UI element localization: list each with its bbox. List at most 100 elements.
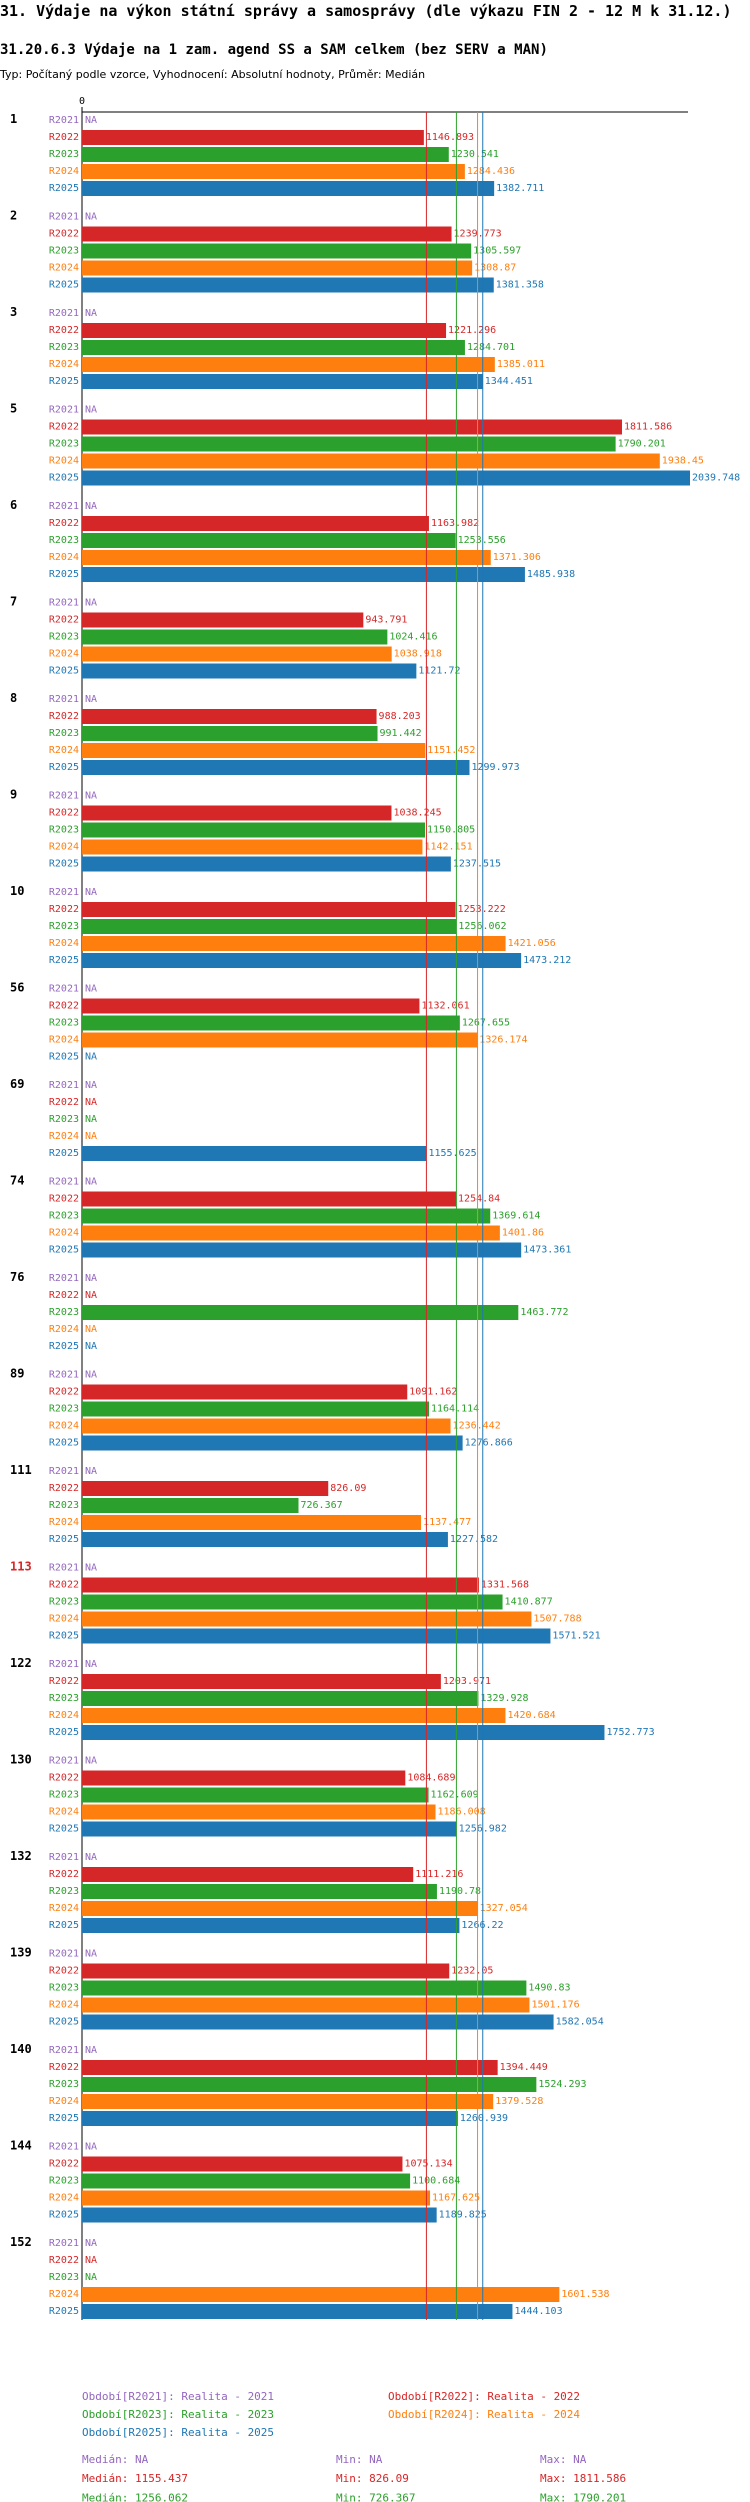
x-axis-tick-label: 0 [79,96,85,107]
series-row-label: R2021 [49,1080,79,1091]
na-value-label: NA [85,212,97,223]
series-row-label: R2022 [49,1483,79,1494]
data-bar [82,1032,478,1048]
na-value-label: NA [85,2045,97,2056]
data-bar [82,1146,427,1161]
data-bar [82,277,494,293]
category-label: 6 [10,498,17,512]
data-bar [82,567,525,582]
data-value-label: 1790.201 [618,439,666,450]
chart-type-line: Typ: Počítaný podle vzorce, Vyhodnocení:… [0,68,426,81]
series-row-label: R2023 [49,1018,79,1029]
data-bar [82,1577,479,1593]
na-value-label: NA [85,308,97,319]
data-value-label: 1381.358 [496,280,544,291]
data-value-label: 1371.306 [493,552,541,563]
na-value-label: NA [85,405,97,416]
legend-entry: Období[R2023]: Realita - 2023 [82,2408,274,2421]
series-row-label: R2025 [49,1727,79,1738]
series-row-label: R2022 [49,808,79,819]
data-bar [82,1901,478,1916]
data-value-label: 1254.84 [458,1194,500,1205]
data-value-label: 1253.556 [458,535,506,546]
data-value-label: 1155.625 [428,1148,476,1159]
series-row-label: R2025 [49,1824,79,1835]
data-bar [82,357,495,372]
stat-median: Medián: 1155.437 [82,2472,188,2485]
data-bar [82,516,429,531]
series-row-label: R2023 [49,1114,79,1125]
data-bar [82,1691,479,1706]
series-row-label: R2023 [49,921,79,932]
data-bar [82,1674,441,1689]
na-value-label: NA [85,1341,97,1352]
data-bar [82,1418,451,1434]
data-value-label: 1752.773 [606,1727,654,1738]
series-row-label: R2023 [49,2272,79,2283]
data-value-label: 1379.528 [495,2096,543,2107]
category-label: 8 [10,691,17,705]
data-bar [82,470,690,486]
series-row-label: R2022 [49,1773,79,1784]
category-label: 3 [10,305,17,319]
na-value-label: NA [85,2255,97,2266]
series-row-label: R2024 [49,1228,79,1239]
series-row-label: R2024 [49,2096,79,2107]
category-label: 9 [10,788,17,802]
data-value-label: 1524.293 [538,2079,586,2090]
series-row-label: R2025 [49,1148,79,1159]
data-value-label: 1024.416 [389,632,437,643]
na-value-label: NA [85,1177,97,1188]
category-label: 111 [10,1463,32,1477]
data-bar [82,663,417,679]
data-bar [82,226,452,242]
data-value-label: 1501.176 [531,2000,579,2011]
series-row-label: R2022 [49,1676,79,1687]
series-row-label: R2025 [49,1438,79,1449]
data-value-label: 1326.174 [479,1035,527,1046]
series-row-label: R2022 [49,615,79,626]
data-bar [82,533,456,548]
data-value-label: 1463.772 [520,1307,568,1318]
series-row-label: R2023 [49,1693,79,1704]
data-value-label: 1410.877 [505,1597,553,1608]
data-bar [82,1225,500,1241]
data-value-label: 1111.216 [415,1869,463,1880]
data-bar [82,998,420,1014]
series-row-label: R2021 [49,212,79,223]
data-bar [82,260,473,276]
data-bar [82,1481,329,1496]
category-label: 76 [10,1270,24,1284]
data-bar [82,726,378,741]
data-bar [82,646,392,662]
data-bar [82,2060,498,2075]
series-row-label: R2022 [49,518,79,529]
category-label: 69 [10,1077,24,1091]
series-row-label: R2023 [49,535,79,546]
data-value-label: 1163.982 [431,518,479,529]
category-label: 130 [10,1753,32,1767]
series-row-label: R2025 [49,2017,79,2028]
series-row-label: R2022 [49,2159,79,2170]
data-value-label: 1121.72 [418,666,460,677]
na-value-label: NA [85,1756,97,1767]
data-value-label: 1344.451 [485,376,533,387]
data-value-label: 1075.134 [404,2159,452,2170]
series-row-label: R2021 [49,2045,79,2056]
series-row-label: R2024 [49,938,79,949]
category-label: 89 [10,1367,24,1381]
series-row-label: R2025 [49,376,79,387]
na-value-label: NA [85,501,97,512]
data-value-label: 1132.061 [421,1001,469,1012]
series-row-label: R2025 [49,859,79,870]
data-bar [82,1884,437,1899]
na-value-label: NA [85,1080,97,1091]
na-value-label: NA [85,1052,97,1063]
data-value-label: 1284.436 [467,166,515,177]
series-row-label: R2022 [49,1966,79,1977]
data-bar [82,1611,532,1627]
data-bar [82,2304,513,2319]
series-row-label: R2022 [49,1290,79,1301]
series-row-label: R2024 [49,2289,79,2300]
series-row-label: R2024 [49,166,79,177]
